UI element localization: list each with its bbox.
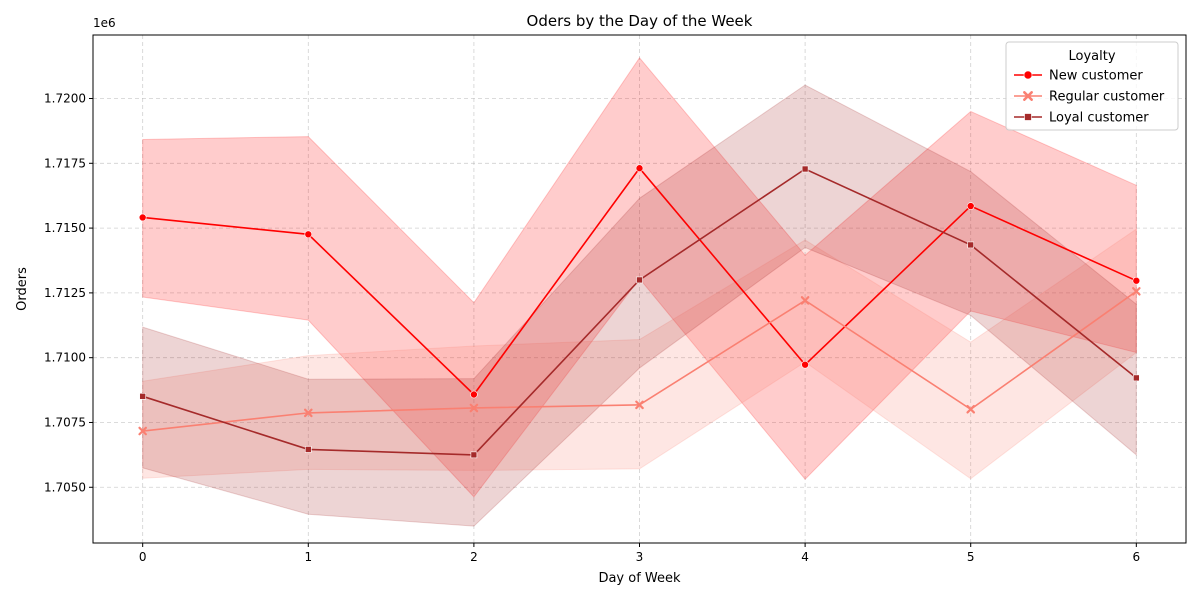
x-tick-label: 0 (139, 550, 147, 564)
legend-label: Loyal customer (1049, 111, 1149, 126)
legend-items: New customer Regular customer Loyal custom… (1014, 69, 1165, 126)
legend-box (1005, 41, 1179, 131)
confidence-band (142, 228, 1137, 480)
y-tick-label: 1.7150 (44, 221, 86, 235)
data-point (470, 451, 478, 459)
legend-item: Loyal customer (1014, 111, 1149, 126)
data-point (303, 408, 313, 418)
legend-label: Regular customer (1049, 90, 1165, 105)
data-point (470, 390, 478, 399)
y-tick-label: 1.7075 (44, 415, 86, 429)
y-tick-label: 1.7125 (44, 286, 86, 300)
data-point (966, 404, 976, 414)
data-point (1023, 91, 1033, 101)
y-offset-label: 1e6 (93, 16, 116, 30)
legend-item: New customer (1014, 69, 1143, 84)
y-tick-label: 1.7175 (44, 156, 86, 170)
data-point (139, 393, 146, 400)
data-point (304, 446, 312, 453)
legend-item: Regular customer (1014, 90, 1165, 105)
data-point (138, 213, 147, 222)
legend-title: Loyalty (1068, 49, 1115, 64)
y-tick-label: 1.7050 (44, 480, 86, 494)
x-tick-label: 5 (967, 550, 975, 564)
data-point (1133, 374, 1140, 382)
y-axis-ticks: 1.7050 1.7075 1.7100 1.7125 1.7150 1.7175 1.72… (44, 92, 93, 494)
data-point (304, 230, 313, 239)
data-point (801, 165, 809, 173)
series-markers (138, 164, 1141, 459)
data-point (800, 296, 810, 305)
data-point (1132, 287, 1141, 296)
y-tick-label: 1.7100 (44, 351, 86, 365)
x-tick-label: 6 (1132, 550, 1140, 564)
data-point (635, 164, 644, 173)
data-point (469, 403, 479, 413)
x-axis-ticks: 0 1 2 3 4 5 6 (139, 543, 1140, 564)
x-axis-label: Day of Week (598, 571, 681, 586)
data-point (1024, 113, 1032, 121)
x-tick-label: 1 (304, 550, 312, 564)
data-point (967, 241, 975, 249)
data-point (636, 276, 643, 284)
x-tick-label: 4 (801, 550, 809, 564)
data-point (635, 400, 644, 410)
legend-label: New customer (1049, 69, 1143, 84)
legend: Loyalty New customer Regular customer Loya… (1005, 41, 1179, 131)
data-point (966, 202, 975, 210)
data-point (138, 426, 147, 436)
x-tick-label: 3 (636, 550, 644, 564)
grid-lines (93, 35, 1186, 543)
data-point (1132, 276, 1141, 285)
data-point (1023, 70, 1033, 80)
x-tick-label: 2 (470, 550, 478, 564)
data-point (801, 360, 809, 369)
y-axis-label: Orders (15, 267, 30, 311)
chart-title: Oders by the Day of the Week (527, 12, 753, 30)
y-tick-label: 1.7200 (44, 92, 86, 106)
